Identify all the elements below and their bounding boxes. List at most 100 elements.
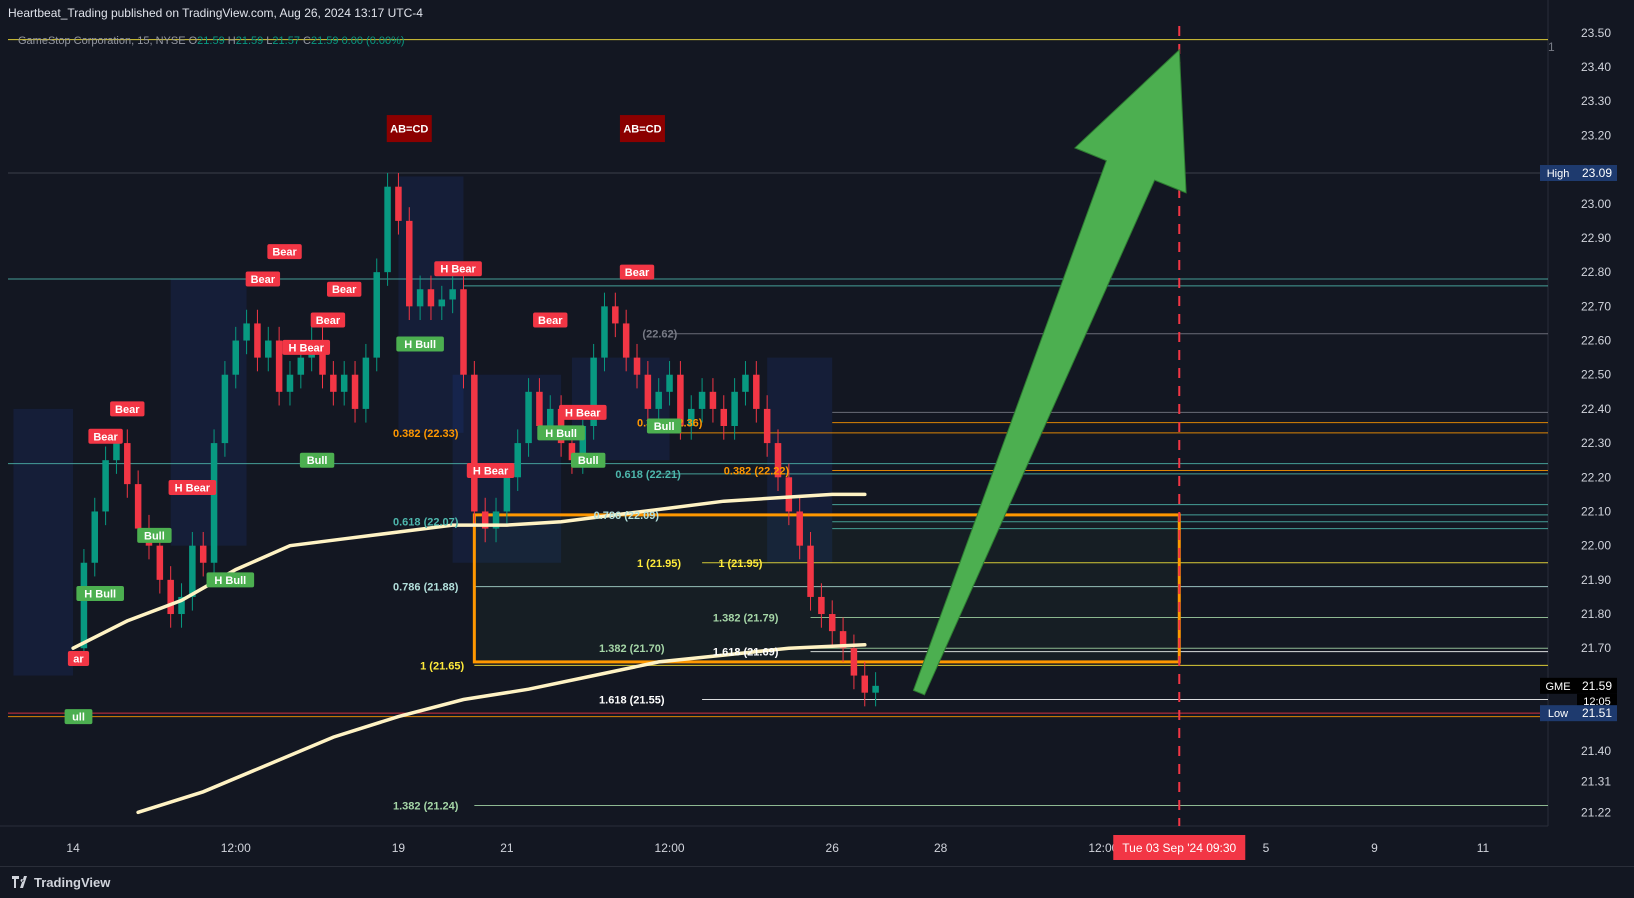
price-badge: Low 21.51 [1540,705,1617,722]
candle-body [828,614,836,632]
candle-body [753,374,760,409]
tradingview-icon [12,876,27,888]
pattern-label-box [533,312,568,328]
y-tick-label: 23.50 [1581,26,1611,40]
pattern-label-bull: Bull [137,527,172,543]
x-tick-label: 12:00 [221,841,251,855]
pattern-label-bear: Bear [619,264,655,280]
fib-label: 1 (21.95) [637,558,681,570]
price-badge-label: Low [1548,708,1568,720]
pattern-zone [13,408,74,676]
pattern-label-box [537,425,585,441]
candle-body [525,391,532,444]
price-badge-countdown: 12:05 [1583,696,1611,708]
tradingview-logo[interactable]: TradingView [12,875,110,890]
low-value: 21.57 [272,35,300,47]
x-tick-label: 28 [934,841,948,855]
pattern-label-bear: ar [67,650,90,666]
candle-body [102,460,109,512]
fib-label: 0.786 (22.09) [594,510,660,522]
pattern-label-text: H Bear [440,264,476,276]
pattern-label-bear: H Bear [434,261,482,277]
pattern-label-box [396,336,444,352]
x-tick-label: 11 [1477,841,1490,855]
candle-body [243,323,250,341]
pattern-label-box [245,271,281,287]
candle-body [666,374,673,392]
vwap-line-lower [136,643,867,815]
candle-body [438,299,446,307]
price-badge-sub-bg [1577,693,1617,708]
high-value: 21.59 [235,35,264,47]
y-tick-label: 22.50 [1581,368,1611,382]
change-value: 0.00 (0.00%) [341,35,405,47]
price-badge-value: 21.59 [1582,679,1612,693]
pattern-label-text: Bull [654,421,675,433]
price-badge-label-bg [1540,165,1577,182]
price-badge-value: 21.51 [1582,706,1612,720]
pane-number: 1 [1548,40,1555,54]
candle-body [330,374,337,392]
price-badge-value-bg [1577,677,1617,694]
x-tick-label: 9 [1371,841,1378,855]
fib-label: 1.382 (21.70) [599,643,665,655]
price-badge-value-bg [1577,165,1617,182]
candle-body [742,374,749,392]
candle-body [720,408,728,426]
pattern-label-bear: Bear [310,312,346,328]
candle-body [124,443,131,485]
candle-body [460,289,467,375]
pattern-zone [170,278,247,546]
candle-body [644,374,652,409]
pattern-label-text: H Bear [175,483,211,495]
pattern-label-text: Bear [93,431,118,443]
pattern-label-text: H Bull [404,339,436,351]
candle-body [677,374,684,426]
price-chart[interactable]: 0.382 (22.33)0.382 (22.36)0.382 (22.22)0… [0,0,1634,866]
target-zone-box [472,513,1181,664]
pattern-label-box [326,281,362,297]
pattern-label-box [267,244,302,260]
candle-body [709,391,717,409]
candle-body [698,391,706,409]
y-tick-label: 22.20 [1581,470,1611,484]
pattern-label-bear: H Bear [282,339,331,355]
candle-body [536,391,543,426]
candle-body [796,511,803,546]
price-badge-label: GME [1545,681,1570,693]
candle-body [687,408,695,426]
candle-body [612,306,619,324]
pattern-label-box [88,428,123,444]
pattern-label-text: H Bear [289,342,325,354]
open-label: O [188,35,198,47]
pattern-label-box [434,261,482,277]
pattern-label-dark: AB=CD [386,115,432,143]
pattern-label-text: Bull [144,530,165,542]
candle-body [590,357,597,426]
candle-body [221,374,229,444]
candle-body [319,340,326,375]
candle-body [232,340,239,375]
open-value: 21.59 [197,35,225,47]
pattern-label-text: H Bull [84,589,116,601]
candle-body [416,289,424,307]
pattern-label-bull: H Bull [206,572,255,588]
y-tick-label: 23.20 [1581,128,1611,142]
candle-body [449,289,456,300]
y-tick-label: 23.30 [1581,94,1611,108]
symbol-description[interactable]: GameStop Corporation, 15, NYSE [18,35,186,47]
pattern-label-text: Bear [272,247,297,259]
y-tick-label: 21.40 [1581,744,1611,758]
fib-label: 0.786 (21.88) [393,582,459,594]
y-tick-label: 21.80 [1581,607,1611,621]
pattern-label-box [137,527,172,543]
y-tick-label: 22.90 [1581,231,1611,245]
y-tick-label: 22.00 [1581,539,1611,553]
candle-body [340,374,348,392]
y-tick-label: 22.60 [1581,334,1611,348]
pattern-label-box [67,650,90,666]
pattern-label-text: AB=CD [390,124,428,136]
candle-body [265,340,272,358]
candle-body [655,391,662,409]
fib-label: (22.62) [642,329,677,341]
